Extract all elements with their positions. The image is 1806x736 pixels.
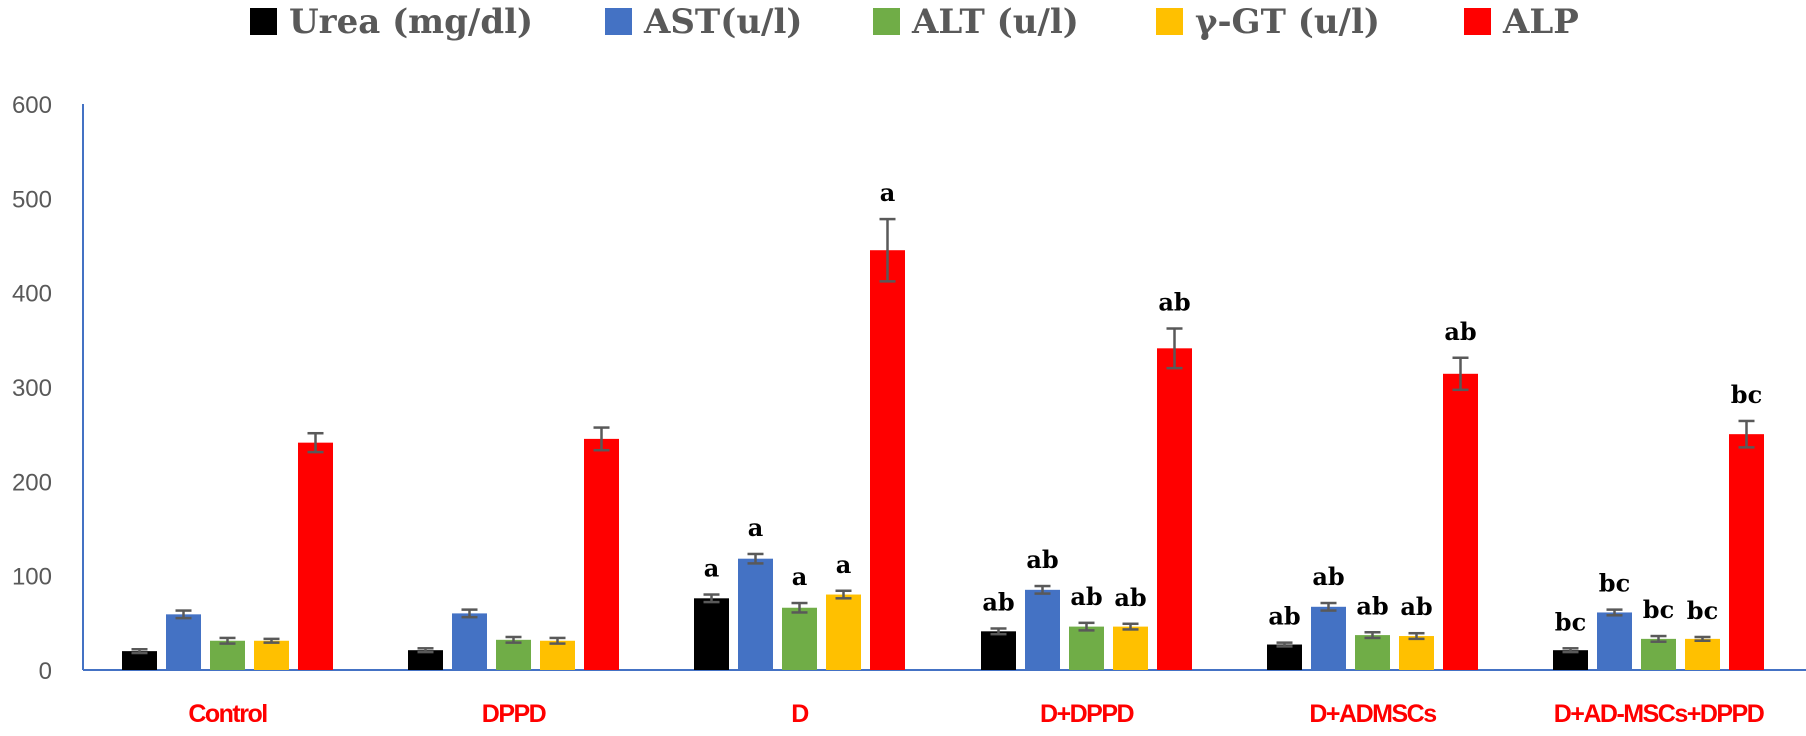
y-tick-label-500: 500 <box>12 186 52 213</box>
bar-control-gt-u-l <box>254 640 289 670</box>
legend-label-urea-mg-dl: Urea (mg/dl) <box>289 2 533 42</box>
bar-d-ad-mscs-dppd-alt-u-l <box>1641 638 1676 670</box>
bar-d-alt-u-l <box>782 607 817 670</box>
legend-swatch-alp <box>1464 8 1491 35</box>
bar-d-dppd-alp <box>1157 348 1192 670</box>
significance-label-d-ast-u-l: a <box>748 513 764 542</box>
significance-label-d-ad-mscs-dppd-urea-mg-dl: bc <box>1555 607 1586 636</box>
bar-d-admscs-gt-u-l <box>1399 636 1434 670</box>
bar-d-ad-mscs-dppd-gt-u-l <box>1685 638 1720 670</box>
bar-dppd-alp <box>584 438 619 670</box>
significance-label-d-dppd-gt-u-l: ab <box>1114 583 1146 612</box>
bar-d-alp <box>870 250 905 670</box>
y-tick-label-0: 0 <box>39 658 52 685</box>
bar-d-dppd-alt-u-l <box>1069 626 1104 670</box>
significance-label-d-dppd-alt-u-l: ab <box>1070 582 1102 611</box>
legend-label-alp: ALP <box>1502 2 1579 42</box>
significance-label-d-ad-mscs-dppd-ast-u-l: bc <box>1599 569 1630 598</box>
bar-d-ast-u-l <box>738 558 773 670</box>
y-tick-label-200: 200 <box>12 469 52 496</box>
bar-d-dppd-urea-mg-dl <box>981 631 1016 670</box>
legend-swatch-ast-u-l <box>605 8 632 35</box>
significance-label-d-dppd-ast-u-l: ab <box>1026 545 1058 574</box>
significance-label-d-gt-u-l: a <box>836 550 852 579</box>
bar-d-admscs-urea-mg-dl <box>1267 644 1302 670</box>
significance-label-d-admscs-alt-u-l: ab <box>1356 591 1388 620</box>
significance-label-d-alp: a <box>880 178 896 207</box>
legend-swatch-alt-u-l <box>873 8 900 35</box>
bar-d-admscs-ast-u-l <box>1311 606 1346 670</box>
legend-swatch-gt-u-l <box>1156 8 1183 35</box>
significance-label-d-ad-mscs-dppd-gt-u-l: bc <box>1687 596 1718 625</box>
bar-dppd-urea-mg-dl <box>408 650 443 670</box>
significance-label-d-admscs-ast-u-l: ab <box>1312 562 1344 591</box>
legend-label-alt-u-l: ALT (u/l) <box>911 2 1079 42</box>
significance-label-d-ad-mscs-dppd-alp: bc <box>1731 380 1762 409</box>
significance-label-d-dppd-urea-mg-dl: ab <box>982 587 1014 616</box>
bar-control-urea-mg-dl <box>122 651 157 670</box>
bar-d-ad-mscs-dppd-alp <box>1729 434 1764 670</box>
bar-d-ad-mscs-dppd-ast-u-l <box>1597 612 1632 670</box>
category-label-d-dppd: D+DPPD <box>1040 700 1134 728</box>
category-label-d-ad-mscs-dppd: D+AD-MSCs+DPPD <box>1554 700 1764 728</box>
bar-d-ad-mscs-dppd-urea-mg-dl <box>1553 650 1588 670</box>
bar-d-dppd-gt-u-l <box>1113 626 1148 670</box>
significance-label-d-admscs-gt-u-l: ab <box>1400 592 1432 621</box>
y-tick-label-100: 100 <box>12 564 52 591</box>
bar-dppd-ast-u-l <box>452 613 487 670</box>
significance-label-d-admscs-urea-mg-dl: ab <box>1268 602 1300 631</box>
bar-dppd-alt-u-l <box>496 639 531 670</box>
legend-swatch-urea-mg-dl <box>250 8 277 35</box>
category-label-control: Control <box>188 700 267 728</box>
category-label-d: D <box>791 700 808 728</box>
significance-label-d-ad-mscs-dppd-alt-u-l: bc <box>1643 595 1674 624</box>
bar-d-admscs-alp <box>1443 373 1478 670</box>
significance-label-d-admscs-alp: ab <box>1444 317 1476 346</box>
category-label-d-admscs: D+ADMSCs <box>1309 700 1436 728</box>
y-tick-label-400: 400 <box>12 281 52 308</box>
bar-d-gt-u-l <box>826 594 861 670</box>
significance-label-d-alt-u-l: a <box>792 562 808 591</box>
bar-control-alt-u-l <box>210 640 245 670</box>
bar-control-ast-u-l <box>166 614 201 670</box>
significance-label-d-dppd-alp: ab <box>1158 288 1190 317</box>
y-tick-label-600: 600 <box>12 92 52 119</box>
bar-control-alp <box>298 442 333 670</box>
bar-d-admscs-alt-u-l <box>1355 635 1390 670</box>
significance-label-d-urea-mg-dl: a <box>704 554 720 583</box>
legend-label-ast-u-l: AST(u/l) <box>643 2 802 42</box>
bar-d-urea-mg-dl <box>694 598 729 670</box>
y-tick-label-300: 300 <box>12 375 52 402</box>
legend-label-gt-u-l: γ-GT (u/l) <box>1195 2 1380 42</box>
bar-dppd-gt-u-l <box>540 640 575 670</box>
bar-d-dppd-ast-u-l <box>1025 589 1060 670</box>
category-label-dppd: DPPD <box>482 700 546 728</box>
